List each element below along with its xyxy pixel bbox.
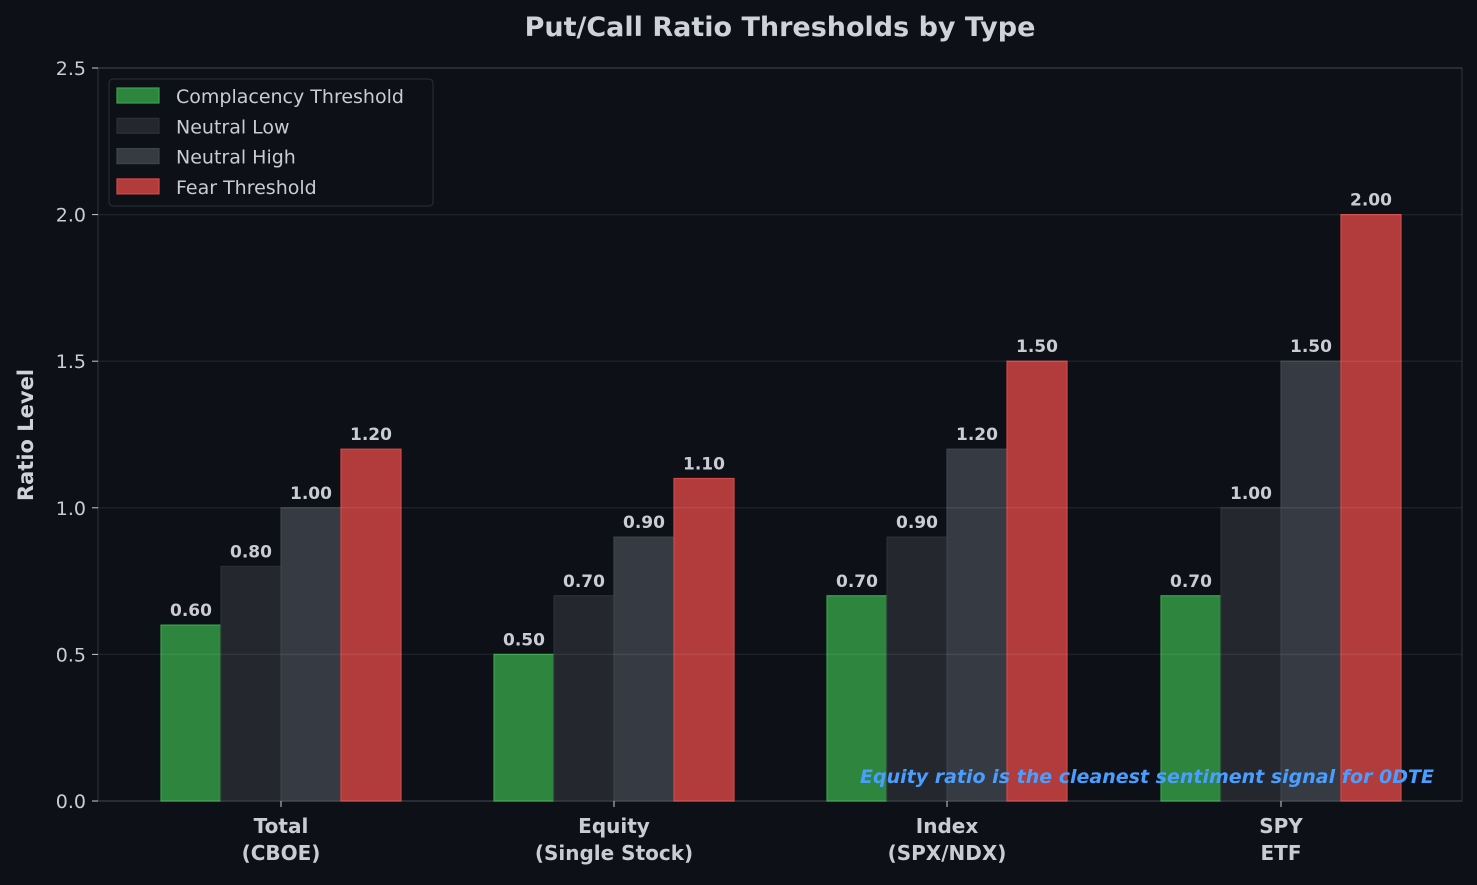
legend-label: Complacency Threshold (176, 86, 404, 108)
y-tick-label: 1.0 (56, 498, 86, 520)
bar-3-1 (673, 477, 735, 802)
data-label: 2.00 (1350, 191, 1392, 211)
bar-1-2 (886, 536, 948, 802)
bar-2-0 (280, 507, 342, 802)
annotation: Equity ratio is the cleanest sentiment s… (860, 766, 1434, 788)
x-tick-label: Total (254, 814, 309, 838)
y-tick-label: 0.0 (56, 791, 86, 813)
data-label: 1.50 (1016, 337, 1058, 357)
data-label: 0.70 (836, 572, 878, 592)
bar-3-0 (340, 448, 402, 802)
legend-label: Neutral High (176, 147, 296, 169)
chart-title: Put/Call Ratio Thresholds by Type (525, 12, 1036, 43)
x-tick-label: Index (916, 814, 979, 838)
legend-label: Neutral Low (176, 116, 290, 138)
data-label: 1.20 (350, 425, 392, 445)
data-label: 1.50 (1290, 337, 1332, 357)
bar-1-1 (553, 595, 615, 802)
data-label: 1.00 (1230, 484, 1272, 504)
bar-0-2 (826, 595, 888, 802)
data-label: 1.20 (956, 425, 998, 445)
data-label: 1.00 (290, 484, 332, 504)
data-label: 0.90 (623, 513, 665, 533)
x-tick-label: Equity (578, 814, 650, 838)
bar-3-3 (1340, 214, 1402, 802)
legend-swatch (116, 178, 160, 195)
y-tick-label: 1.5 (56, 351, 86, 373)
x-tick-label: (Single Stock) (535, 841, 693, 865)
bar-0-1 (493, 653, 555, 802)
bar-3-2 (1006, 360, 1068, 802)
legend-swatch (116, 117, 160, 134)
plot-frame (97, 67, 1463, 802)
x-tick-label: (SPX/NDX) (888, 841, 1007, 865)
data-label: 0.70 (563, 572, 605, 592)
bar-2-3 (1280, 360, 1342, 802)
y-axis-label: Ratio Level (14, 369, 38, 501)
bar-2-2 (946, 448, 1008, 802)
y-tick-label: 0.5 (56, 644, 86, 666)
data-label: 0.60 (170, 601, 212, 621)
legend-swatch (116, 87, 160, 104)
bar-0-0 (160, 624, 222, 802)
x-tick-label: ETF (1261, 841, 1302, 865)
y-tick-label: 2.5 (56, 58, 86, 80)
legend-box (108, 78, 434, 207)
data-label: 1.10 (683, 454, 725, 474)
data-label: 0.80 (230, 542, 272, 562)
x-tick-label: SPY (1259, 814, 1303, 838)
y-tick-label: 2.0 (56, 205, 86, 227)
legend-label: Fear Threshold (176, 177, 317, 199)
data-label: 0.70 (1170, 572, 1212, 592)
bar-1-0 (220, 565, 282, 802)
data-label: 0.90 (896, 513, 938, 533)
data-label: 0.50 (503, 630, 545, 650)
x-tick-label: (CBOE) (242, 841, 321, 865)
legend-swatch (116, 148, 160, 165)
bar-2-1 (613, 536, 675, 802)
bar-0-3 (1160, 595, 1222, 802)
